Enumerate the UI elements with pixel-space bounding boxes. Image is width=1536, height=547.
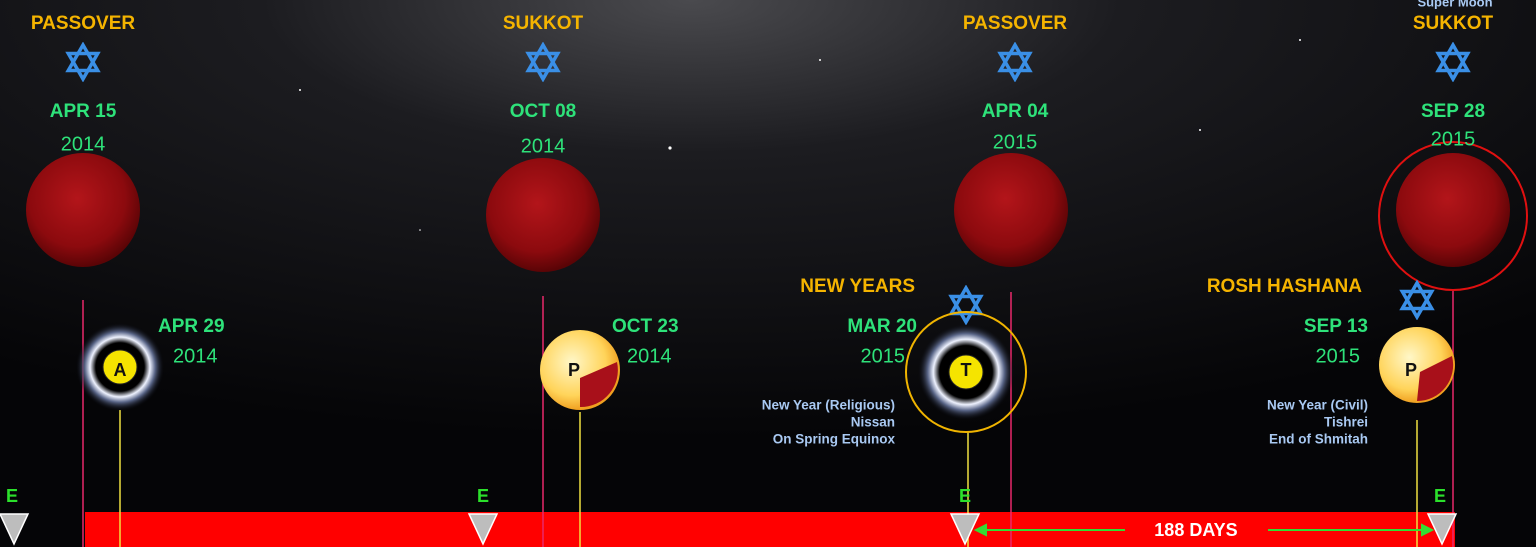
eclipse-date: SEP 13 <box>1304 316 1368 337</box>
eclipse-type: P <box>568 360 580 380</box>
equinox-label: E <box>1434 486 1446 506</box>
holiday-label: NEW YEARS <box>800 276 915 297</box>
moon-date: APR 15 <box>50 101 117 122</box>
moon-year: 2014 <box>61 133 106 155</box>
star-dot <box>419 229 421 231</box>
equinox-label: E <box>477 486 489 506</box>
blood-moon-timeline: Super Moon PASSOVER APR 15 2014 SUKKOT OCT 08… <box>0 0 1536 547</box>
equinox-label: E <box>6 486 18 506</box>
eclipse-note: New Year (Religious) <box>762 398 895 413</box>
eclipse-year: 2014 <box>627 345 672 367</box>
eclipse-note: On Spring Equinox <box>773 432 896 447</box>
blood-moon <box>486 158 600 272</box>
eclipse-date: MAR 20 <box>847 316 917 337</box>
eclipse-note: Nissan <box>851 415 895 430</box>
night-sky <box>0 0 1536 547</box>
eclipse-type: A <box>114 360 127 380</box>
eclipse-year: 2015 <box>1316 345 1361 367</box>
holiday-label: SUKKOT <box>503 13 584 34</box>
star-dot <box>1299 39 1301 41</box>
eclipse-note: End of Shmitah <box>1269 432 1368 447</box>
star-dot <box>1199 129 1201 131</box>
interval-label: 188 DAYS <box>1154 520 1237 540</box>
moon-year: 2015 <box>993 131 1038 153</box>
timeline-bar <box>85 512 1455 547</box>
moon-date: APR 04 <box>982 101 1049 122</box>
eclipse-year: 2015 <box>861 345 906 367</box>
holiday-label: PASSOVER <box>31 13 135 34</box>
eclipse-year: 2014 <box>173 345 218 367</box>
eclipse-date: APR 29 <box>158 316 225 337</box>
equinox-label: E <box>959 486 971 506</box>
moon-year: 2015 <box>1431 128 1476 150</box>
moon-date: OCT 08 <box>510 101 577 122</box>
holiday-label: ROSH HASHANA <box>1207 276 1362 297</box>
eclipse-date: OCT 23 <box>612 316 679 337</box>
eclipse-type: P <box>1405 360 1417 380</box>
holiday-label: SUKKOT <box>1413 13 1494 34</box>
eclipse-note: New Year (Civil) <box>1267 398 1368 413</box>
star-dot <box>299 89 301 91</box>
star-dot <box>668 146 671 149</box>
super-moon-label: Super Moon <box>1417 0 1492 9</box>
moon-year: 2014 <box>521 135 566 157</box>
eclipse-note: Tishrei <box>1324 415 1368 430</box>
moon-date: SEP 28 <box>1421 101 1485 122</box>
blood-moon <box>954 153 1068 267</box>
holiday-label: PASSOVER <box>963 13 1067 34</box>
blood-moon <box>1396 153 1510 267</box>
star-dot <box>819 59 821 61</box>
eclipse-type: T <box>961 360 972 380</box>
blood-moon <box>26 153 140 267</box>
